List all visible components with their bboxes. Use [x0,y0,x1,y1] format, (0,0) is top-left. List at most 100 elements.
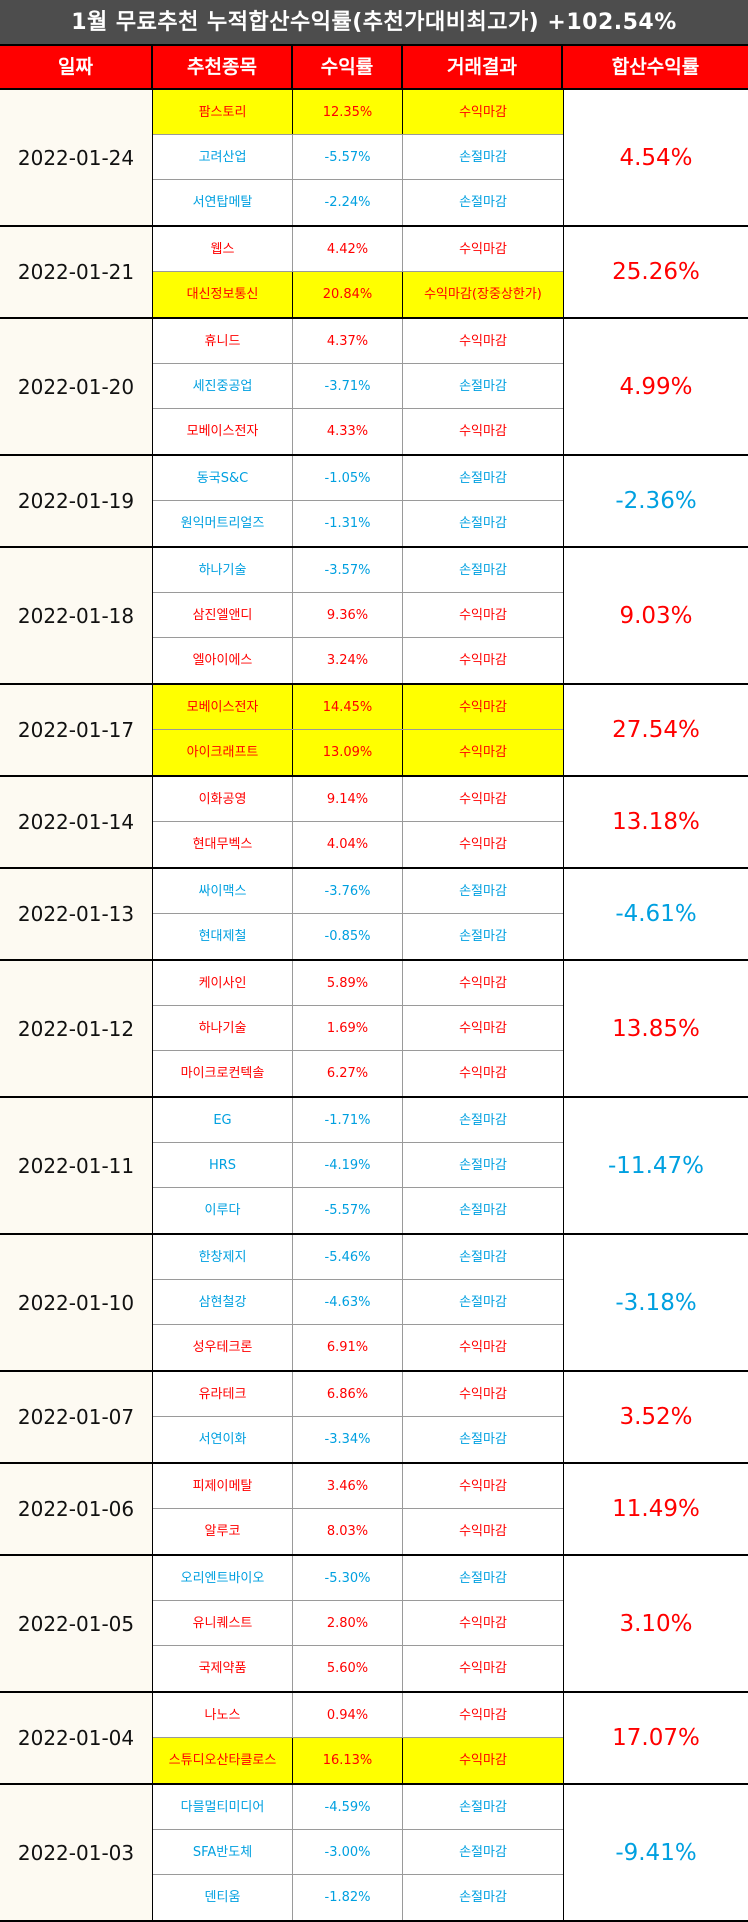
table-row: 팜스토리 12.35% 수익마감 [153,90,563,135]
table-row: 모베이스전자 14.45% 수익마감 [153,685,563,730]
trade-result: 수익마감 [459,242,507,257]
stock-name: 휴니드 [153,319,293,363]
trade-result: 수익마감 [459,424,507,439]
stock-name: 성우테크론 [153,1325,293,1370]
trade-result: 손절마감 [459,379,507,394]
total-return: 27.54% [563,685,748,775]
table-row: 다믈멀티미디어 -4.59% 손절마감 [153,1785,563,1830]
date-group: 2022-01-21 웹스 4.42% 수익마감 대신정보통신 20.84% 수익마감(장중… [0,227,748,319]
trade-result: 손절마감 [459,1845,507,1860]
total-return: 3.10% [563,1556,748,1691]
date-group: 2022-01-11 EG -1.71% 손절마감 HRS -4.19% 손절마감 이루다 -5… [0,1098,748,1235]
return-value: -3.34% [293,1417,403,1462]
stock-name: 피제이메탈 [153,1464,293,1508]
table-row: 동국S&C -1.05% 손절마감 [153,456,563,501]
return-value: 5.60% [293,1646,403,1691]
date-group: 2022-01-03 다믈멀티미디어 -4.59% 손절마감 SFA반도체 -3.00% 손… [0,1785,748,1922]
trade-result: 손절마감 [459,516,507,531]
trade-result: 수익마감 [459,976,507,991]
date-group: 2022-01-06 피제이메탈 3.46% 수익마감 알루코 8.03% 수익마감 11.4… [0,1464,748,1556]
stock-name: 이화공영 [153,777,293,821]
table-row: 이화공영 9.14% 수익마감 [153,777,563,822]
table-row: 싸이맥스 -3.76% 손절마감 [153,869,563,914]
date-cell: 2022-01-04 [0,1693,153,1783]
trade-result: 수익마감 [459,1616,507,1631]
date-cell: 2022-01-19 [0,456,153,546]
stock-name: 세진중공업 [153,364,293,408]
return-value: 16.13% [293,1738,403,1783]
trade-result: 손절마감 [459,150,507,165]
return-value: 6.91% [293,1325,403,1370]
stock-name: 하나기술 [153,548,293,592]
table-row: 하나기술 1.69% 수익마감 [153,1006,563,1051]
table-header: 일짜 추천종목 수익률 거래결과 합산수익률 [0,46,748,90]
stock-name: 서연이화 [153,1417,293,1462]
table-row: 이루다 -5.57% 손절마감 [153,1188,563,1233]
table-row: 휴니드 4.37% 수익마감 [153,319,563,364]
return-value: 14.45% [293,685,403,729]
trade-result: 수익마감 [459,837,507,852]
stock-name: 이루다 [153,1188,293,1233]
date-group: 2022-01-07 유라테크 6.86% 수익마감 서연이화 -3.34% 손절마감 3.5… [0,1372,748,1464]
table-row: 현대무벡스 4.04% 수익마감 [153,822,563,867]
trade-result: 수익마감 [459,745,507,760]
date-cell: 2022-01-24 [0,90,153,225]
table-row: 모베이스전자 4.33% 수익마감 [153,409,563,454]
return-value: 12.35% [293,90,403,134]
trade-result: 손절마감 [459,884,507,899]
date-group: 2022-01-18 하나기술 -3.57% 손절마감 삼진엘앤디 9.36% 수익마감 엘아… [0,548,748,685]
stock-name: 한창제지 [153,1235,293,1279]
return-value: 2.80% [293,1601,403,1645]
table-row: 엘아이에스 3.24% 수익마감 [153,638,563,683]
page-title: 1월 무료추천 누적합산수익률(추천가대비최고가) +102.54% [0,0,748,46]
stock-name: 싸이맥스 [153,869,293,913]
total-return: -9.41% [563,1785,748,1920]
trade-result: 수익마감 [459,334,507,349]
stock-name: 국제약품 [153,1646,293,1691]
trade-result: 손절마감 [459,195,507,210]
stock-name: 스튜디오산타클로스 [153,1738,293,1783]
stock-name: 나노스 [153,1693,293,1737]
table-row: 덴티움 -1.82% 손절마감 [153,1875,563,1920]
date-group: 2022-01-14 이화공영 9.14% 수익마감 현대무벡스 4.04% 수익마감 13.… [0,777,748,869]
date-cell: 2022-01-07 [0,1372,153,1462]
table-row: 현대제철 -0.85% 손절마감 [153,914,563,959]
table-row: SFA반도체 -3.00% 손절마감 [153,1830,563,1875]
stock-name: 팜스토리 [153,90,293,134]
stock-name: 덴티움 [153,1875,293,1920]
trade-result: 수익마감 [459,1479,507,1494]
stock-name: 유니퀘스트 [153,1601,293,1645]
return-value: -1.71% [293,1098,403,1142]
stock-name: EG [153,1098,293,1142]
total-return: 17.07% [563,1693,748,1783]
trade-result: 손절마감 [459,1203,507,1218]
stock-name: 대신정보통신 [153,272,293,317]
total-return: -4.61% [563,869,748,959]
total-return: -11.47% [563,1098,748,1233]
return-value: 6.86% [293,1372,403,1416]
table-row: 피제이메탈 3.46% 수익마감 [153,1464,563,1509]
return-value: -4.19% [293,1143,403,1187]
return-value: -5.46% [293,1235,403,1279]
stock-name: 케이사인 [153,961,293,1005]
table-row: 서연이화 -3.34% 손절마감 [153,1417,563,1462]
return-value: 4.04% [293,822,403,867]
date-group: 2022-01-19 동국S&C -1.05% 손절마감 원익머트리얼즈 -1.31% 손절… [0,456,748,548]
return-value: 3.46% [293,1464,403,1508]
table-row: HRS -4.19% 손절마감 [153,1143,563,1188]
table-row: 원익머트리얼즈 -1.31% 손절마감 [153,501,563,546]
table-row: 세진중공업 -3.71% 손절마감 [153,364,563,409]
stock-name: 다믈멀티미디어 [153,1785,293,1829]
return-value: -3.71% [293,364,403,408]
header-result: 거래결과 [403,46,563,88]
trade-result: 손절마감 [459,929,507,944]
date-cell: 2022-01-03 [0,1785,153,1920]
table-row: 고려산업 -5.57% 손절마감 [153,135,563,180]
table-row: 유니퀘스트 2.80% 수익마감 [153,1601,563,1646]
total-return: 11.49% [563,1464,748,1554]
trade-result: 수익마감 [459,1524,507,1539]
table-row: 나노스 0.94% 수익마감 [153,1693,563,1738]
stock-name: 오리엔트바이오 [153,1556,293,1600]
stock-name: 삼현철강 [153,1280,293,1324]
stock-name: 모베이스전자 [153,685,293,729]
